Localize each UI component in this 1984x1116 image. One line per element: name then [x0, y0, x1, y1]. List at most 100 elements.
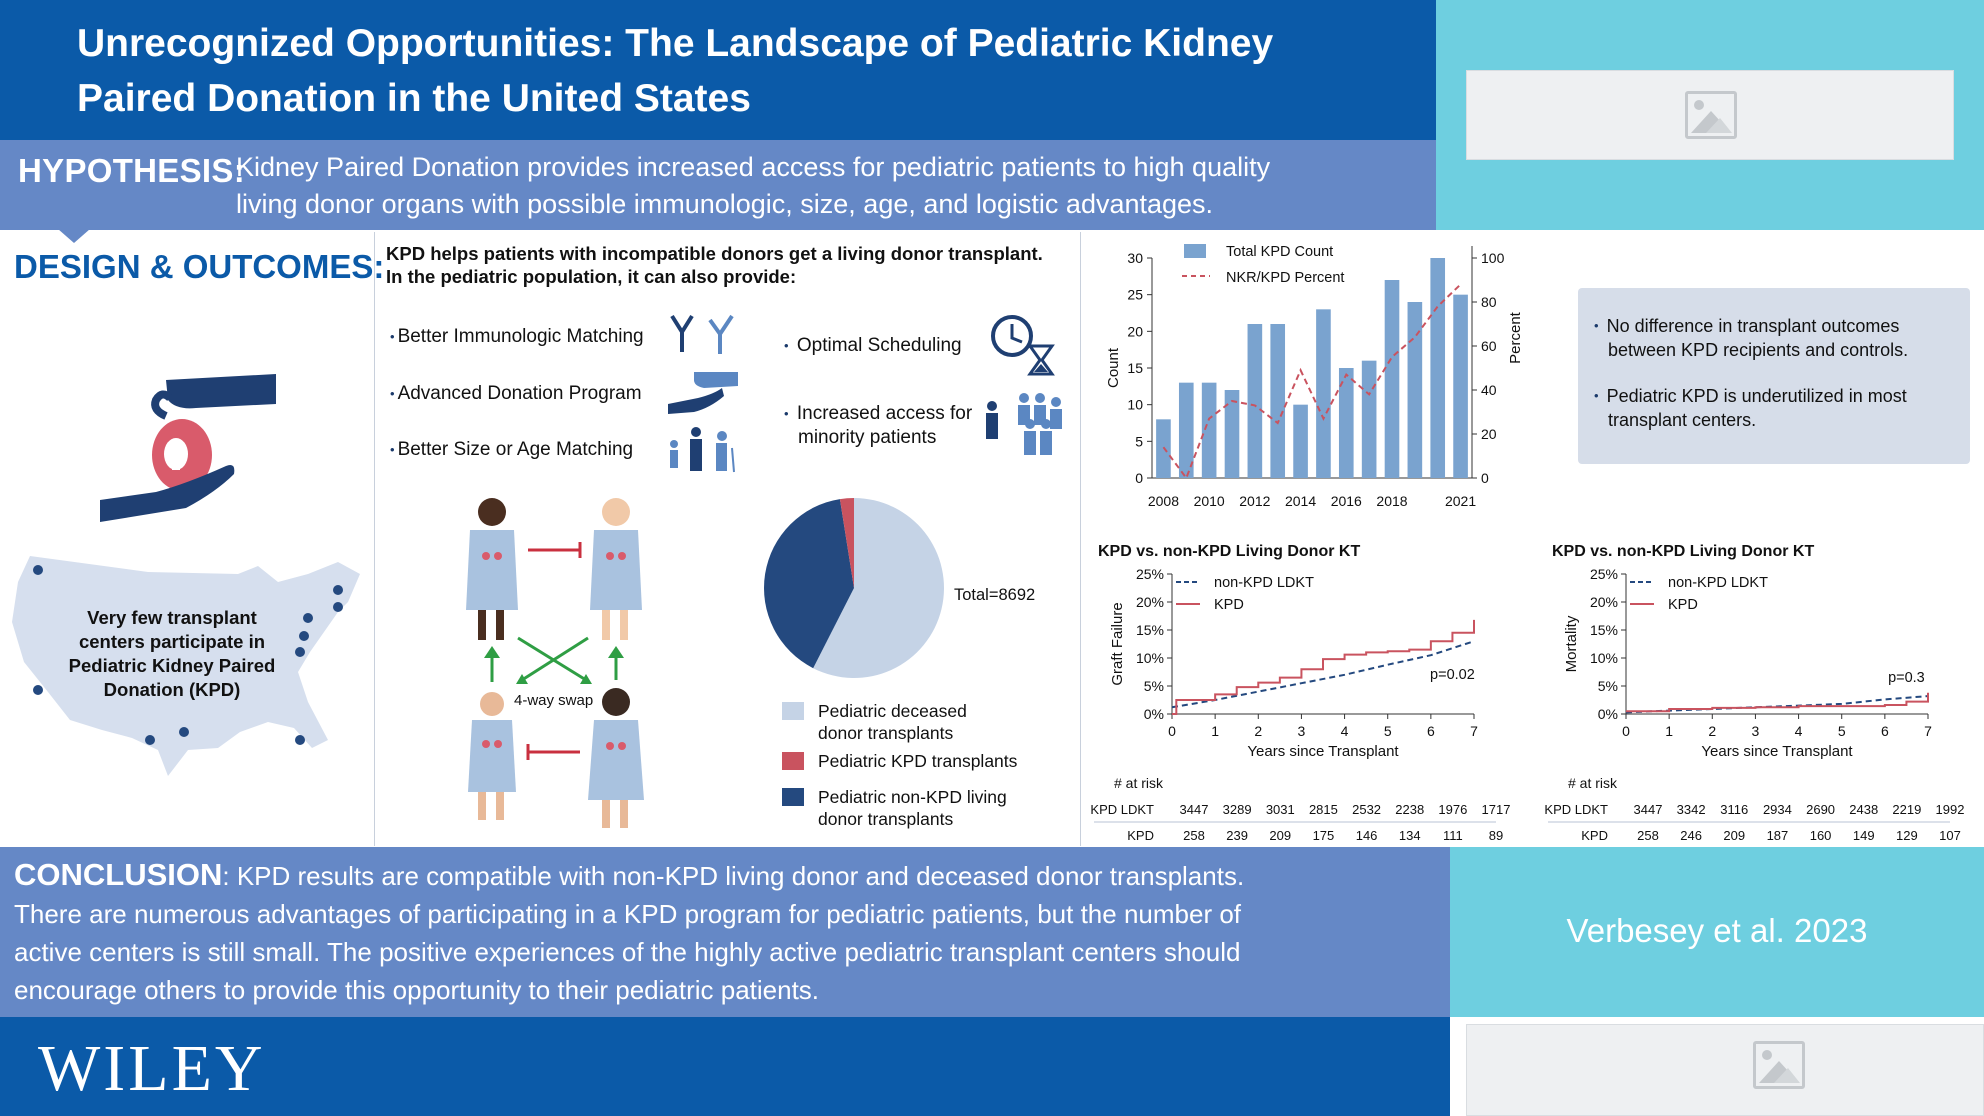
at-risk-header: # at risk	[1114, 775, 1164, 791]
x-tick-label: 2010	[1194, 493, 1225, 509]
at-risk-value: 2934	[1763, 802, 1792, 817]
at-risk-value: 1976	[1438, 802, 1467, 817]
hypothesis-line-1: Kidney Paired Donation provides increase…	[236, 152, 1271, 182]
conclusion-line-2: There are numerous advantages of partici…	[14, 899, 1242, 929]
map-caption-line: Very few transplant	[87, 607, 257, 628]
hypothesis-pointer	[58, 229, 90, 243]
legend-kpd-label: KPD	[1668, 597, 1698, 613]
finding-text: between KPD recipients and controls.	[1608, 340, 1909, 360]
conclusion-label: CONCLUSION	[14, 857, 223, 892]
legend-bar-label: Total KPD Count	[1226, 244, 1333, 260]
map-caption-line: Donation (KPD)	[103, 679, 241, 700]
finding-text: transplant centers.	[1608, 410, 1757, 430]
hypothesis-band	[0, 140, 1436, 230]
transplant-pie-chart	[764, 498, 944, 678]
y-axis-label: Mortality	[1563, 615, 1580, 672]
y-tick-label: 20	[1127, 323, 1143, 339]
kpd-curve	[1172, 619, 1475, 715]
at-risk-value: 89	[1489, 828, 1503, 843]
x-tick-label: 4	[1341, 723, 1349, 739]
at-risk-value: 175	[1313, 828, 1335, 843]
x-tick-label: 2018	[1376, 493, 1407, 509]
x-tick-label: 2	[1708, 723, 1716, 739]
y-tick-label: 25	[1127, 287, 1143, 303]
at-risk-value: 2219	[1892, 802, 1921, 817]
at-risk-value: 3342	[1677, 802, 1706, 817]
at-risk-value: 149	[1853, 828, 1875, 843]
x-tick-label: 2016	[1331, 493, 1362, 509]
at-risk-value: 3031	[1266, 802, 1295, 817]
y-tick-label: 15%	[1590, 622, 1618, 638]
y-tick-label: 20%	[1136, 594, 1164, 610]
bar	[1293, 404, 1308, 478]
bar	[1430, 258, 1446, 478]
x-tick-label: 7	[1470, 723, 1478, 739]
at-risk-value: 3447	[1180, 802, 1209, 817]
finding-1: • No difference in transplant outcomes b…	[1594, 316, 1909, 360]
feature-label: minority patients	[798, 427, 937, 448]
x-tick-label: 2012	[1239, 493, 1270, 509]
conclusion-line-3: active centers is still small. The posit…	[14, 937, 1241, 967]
x-tick-label: 1	[1211, 723, 1219, 739]
at-risk-value: 2438	[1849, 802, 1878, 817]
at-risk-value: 1992	[1936, 802, 1965, 817]
swap-label: 4-way swap	[514, 692, 594, 709]
y-tick-label: 0%	[1144, 706, 1164, 722]
kpd-curve	[1626, 692, 1929, 713]
four-way-swap-diagram	[466, 498, 644, 828]
at-risk-value: 209	[1269, 828, 1291, 843]
y-tick-label: 15%	[1136, 622, 1164, 638]
y-tick-label: 5%	[1144, 678, 1164, 694]
divider	[1080, 232, 1081, 846]
y-tick-label: 10%	[1590, 650, 1618, 666]
at-risk-value: 107	[1939, 828, 1961, 843]
at-risk-row-label: non-KPD LDKT	[1090, 802, 1154, 817]
y-tick-label: 25%	[1590, 566, 1618, 582]
kpd-intro: KPD helps patients with incompatible don…	[386, 242, 1066, 288]
y-tick-label: 25%	[1136, 566, 1164, 582]
at-risk-value: 146	[1356, 828, 1378, 843]
map-caption-line: Pediatric Kidney Paired	[68, 655, 276, 676]
at-risk-value: 3116	[1720, 802, 1748, 817]
y-tick-label: 5%	[1598, 678, 1618, 694]
legend-line-label: NKR/KPD Percent	[1226, 270, 1344, 286]
km-title: KPD vs. non-KPD Living Donor KT	[1098, 543, 1360, 560]
people-group-icon	[986, 393, 1062, 455]
image-placeholder-top	[1466, 70, 1954, 160]
conclusion-line-1: : KPD results are compatible with non-KP…	[222, 861, 1245, 891]
legend-kpd-label: KPD	[1214, 597, 1244, 613]
y-tick-label: 0%	[1598, 706, 1618, 722]
y2-tick-label: 60	[1481, 338, 1497, 354]
y2-tick-label: 20	[1481, 426, 1497, 442]
y-axis-label: Count	[1105, 347, 1122, 388]
pie-slice-kpd	[839, 498, 854, 588]
at-risk-value: 3447	[1634, 802, 1663, 817]
family-icon	[670, 427, 735, 473]
feature-advanced-donation: • Advanced Donation Program	[390, 383, 642, 404]
legend-swatch-deceased	[782, 702, 804, 720]
y2-tick-label: 80	[1481, 294, 1497, 310]
at-risk-value: 2532	[1352, 802, 1381, 817]
x-tick-label: 3	[1752, 723, 1760, 739]
y-tick-label: 10	[1127, 397, 1143, 413]
legend-bar-swatch	[1184, 244, 1206, 258]
kpd-count-bar-chart: 0 5 10 15 20 25 30 0 20 40 60 80 100 2008 2010 2012 2014…	[1105, 244, 1524, 509]
legend-nonkpd-label: non-KPD LDKT	[1214, 575, 1314, 591]
feature-label: Better Size or Age Matching	[397, 439, 634, 460]
at-risk-row-label: KPD	[1581, 828, 1608, 843]
x-tick-label: 7	[1924, 723, 1932, 739]
at-risk-value: 246	[1680, 828, 1702, 843]
p-value: p=0.3	[1888, 670, 1925, 686]
x-tick-label: 0	[1622, 723, 1630, 739]
y2-axis-label: Percent	[1507, 311, 1524, 364]
x-tick-label: 3	[1298, 723, 1306, 739]
finding-text: No difference in transplant outcomes	[1606, 316, 1900, 336]
hypothesis-text: Kidney Paired Donation provides increase…	[236, 149, 1386, 223]
wiley-logo: WILEY	[38, 1032, 266, 1105]
pie-slice-deceased	[813, 498, 944, 678]
x-tick-label: 2021	[1445, 493, 1476, 509]
at-risk-value: 1717	[1482, 802, 1511, 817]
feature-label: Increased access for	[796, 403, 973, 424]
title-line-1: Unrecognized Opportunities: The Landscap…	[77, 22, 1274, 65]
us-map	[12, 556, 360, 776]
